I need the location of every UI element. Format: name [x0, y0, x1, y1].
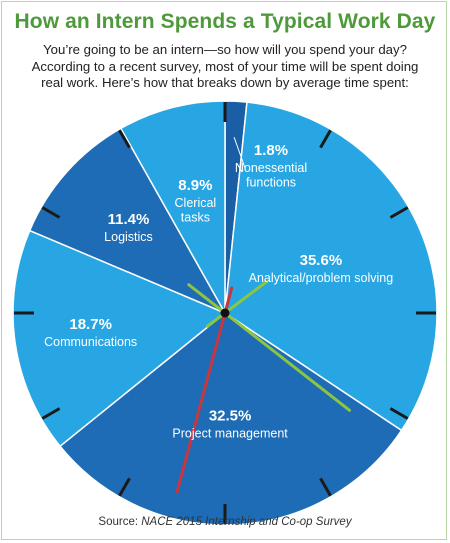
- slice-category-label: Analytical/problem solving: [249, 271, 394, 285]
- hour-tick: [41, 407, 61, 420]
- chart-title: How an Intern Spends a Typical Work Day: [14, 10, 436, 33]
- pie-slice: [224, 101, 438, 432]
- hour-tick: [118, 477, 131, 497]
- label-leader-line: [233, 137, 246, 169]
- subtitle-line: According to a recent survey, most of yo…: [31, 58, 419, 74]
- slice-category-label: Communications: [44, 335, 137, 349]
- minute-hand: [205, 280, 269, 328]
- subtitle-line: You’re going to be an intern—so how will…: [43, 42, 407, 57]
- hour-tick: [118, 129, 131, 149]
- slice-category-label: functions: [246, 176, 296, 190]
- slice-value-label: 11.4%: [108, 211, 150, 228]
- hour-hand: [187, 283, 352, 412]
- slice-category-label: Project management: [172, 426, 288, 440]
- hour-tick: [389, 206, 409, 219]
- hour-tick: [389, 407, 409, 420]
- pie-slice: [28, 127, 226, 314]
- slice-value-label: 32.5%: [209, 407, 252, 424]
- pie-slice: [120, 100, 226, 314]
- clock-center-pin: [220, 308, 230, 318]
- slice-category-label: Clerical: [175, 196, 217, 210]
- hour-tick: [319, 129, 332, 149]
- hour-tick: [41, 206, 61, 219]
- subtitle-line: real work. Here’s how that breaks down b…: [41, 75, 409, 90]
- slice-value-label: 8.9%: [178, 177, 212, 194]
- slice-value-label: 1.8%: [254, 142, 288, 159]
- second-hand: [175, 286, 234, 494]
- source-organization: NACE 2015 Internship and Co-op Survey: [141, 516, 352, 528]
- source-note: Source: NACE 2015 Internship and Co-op S…: [0, 516, 450, 528]
- pie-slice: [12, 229, 226, 447]
- slice-category-label: Logistics: [104, 230, 153, 244]
- pie-slice: [59, 312, 403, 526]
- slice-value-label: 18.7%: [69, 316, 112, 333]
- chart-subtitle: You’re going to be an intern—so how will…: [12, 42, 438, 92]
- slice-category-label: tasks: [181, 211, 210, 225]
- hour-tick: [319, 477, 332, 497]
- slice-category-label: Nonessential: [235, 161, 307, 175]
- slice-value-label: 35.6%: [300, 252, 343, 269]
- source-prefix: Source:: [98, 516, 142, 528]
